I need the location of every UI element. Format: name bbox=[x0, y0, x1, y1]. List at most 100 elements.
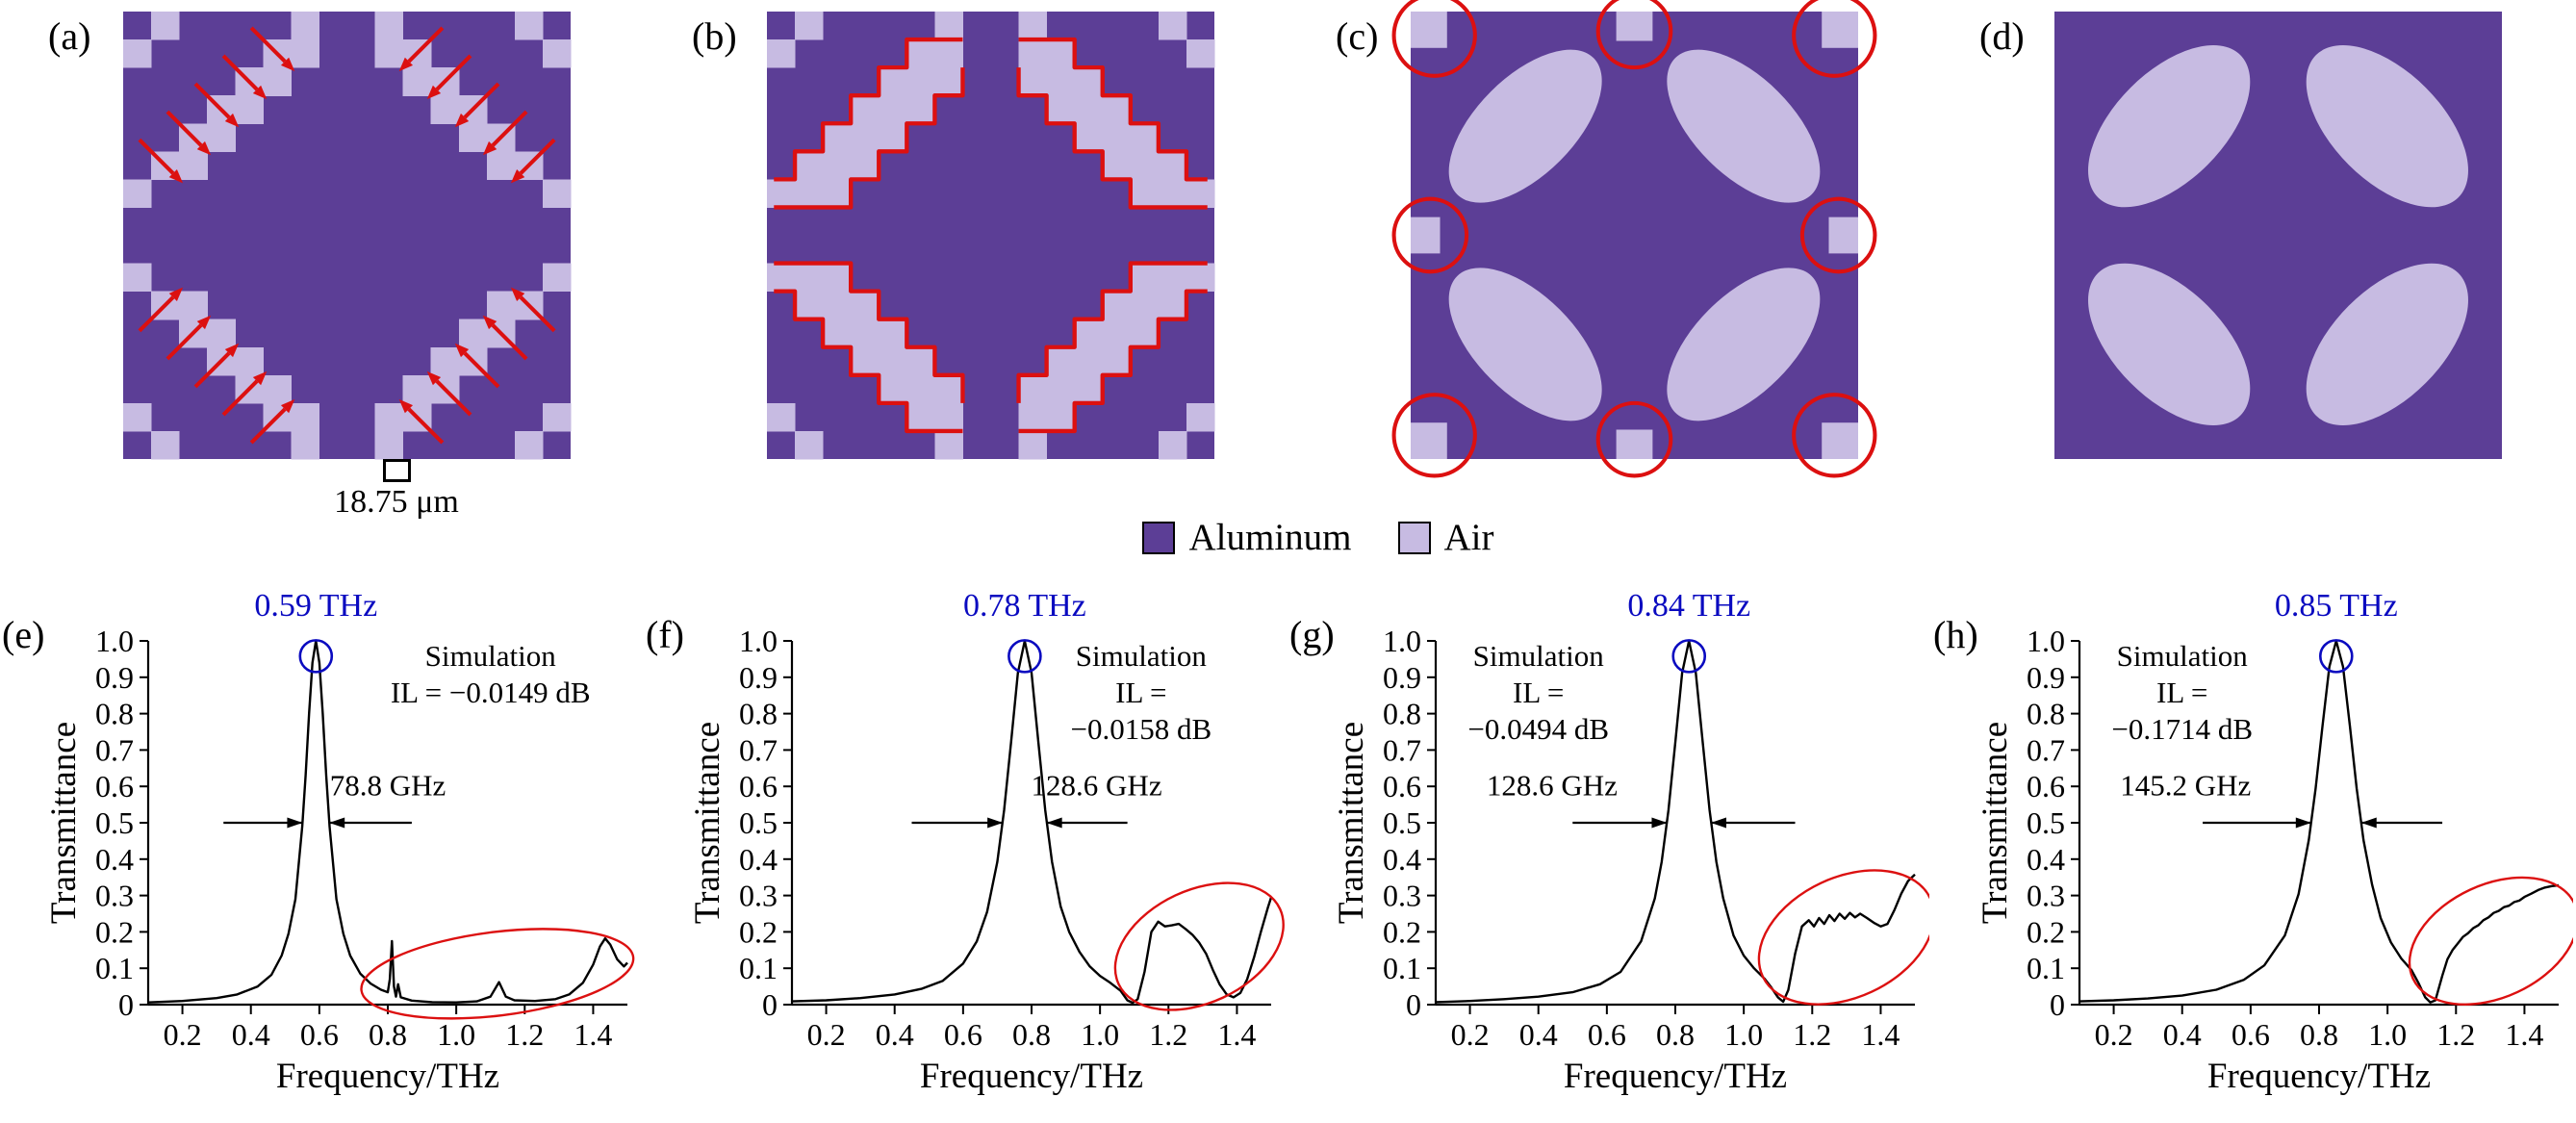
pixel-scale-marker bbox=[383, 459, 411, 482]
svg-text:0.7: 0.7 bbox=[1383, 732, 1421, 767]
svg-text:IL = −0.0149 dB: IL = −0.0149 dB bbox=[391, 676, 591, 709]
svg-text:0.8: 0.8 bbox=[2027, 697, 2065, 731]
svg-text:0.2: 0.2 bbox=[1383, 914, 1421, 949]
svg-text:0.1: 0.1 bbox=[739, 951, 778, 985]
svg-text:0.9: 0.9 bbox=[2027, 660, 2065, 695]
svg-text:0.8: 0.8 bbox=[95, 697, 134, 731]
svg-text:1.4: 1.4 bbox=[1217, 1017, 1256, 1052]
svg-text:−0.0158 dB: −0.0158 dB bbox=[1070, 712, 1211, 746]
svg-text:1.2: 1.2 bbox=[1149, 1017, 1187, 1052]
panel-letter-f: (f) bbox=[646, 613, 684, 656]
svg-text:0.6: 0.6 bbox=[95, 769, 134, 804]
svg-text:1.0: 1.0 bbox=[2368, 1017, 2407, 1052]
svg-text:1.0: 1.0 bbox=[437, 1017, 475, 1052]
panel-letter-c: (c) bbox=[1336, 14, 1379, 58]
svg-text:0.2: 0.2 bbox=[1451, 1017, 1490, 1052]
svg-text:0.4: 0.4 bbox=[1519, 1017, 1558, 1052]
svg-text:0.9: 0.9 bbox=[95, 660, 134, 695]
svg-text:Simulation: Simulation bbox=[425, 639, 557, 673]
unit-cell-a bbox=[123, 12, 572, 460]
svg-text:Frequency/THz: Frequency/THz bbox=[2207, 1057, 2431, 1096]
svg-text:0.4: 0.4 bbox=[876, 1017, 914, 1052]
panel-letter-g: (g) bbox=[1289, 613, 1335, 656]
svg-text:0.6: 0.6 bbox=[1383, 769, 1421, 804]
svg-text:Transmittance: Transmittance bbox=[694, 722, 727, 924]
chart-panel-e: (e) 0.2 0.4 0.6 0.8 1.0 1.2 1.4 0 0.1 0.2 0.3 0.4 0.… bbox=[0, 577, 644, 1116]
svg-text:0.6: 0.6 bbox=[300, 1017, 339, 1052]
svg-text:Transmittance: Transmittance bbox=[1981, 722, 2015, 924]
panel-letter-e: (e) bbox=[2, 613, 45, 656]
svg-text:1.4: 1.4 bbox=[1861, 1017, 1900, 1052]
chart-panel-g: (g) 0.2 0.4 0.6 0.8 1.0 1.2 1.4 0 0.1 0.2 0.3 0.4 0.… bbox=[1288, 577, 1931, 1116]
svg-text:1.2: 1.2 bbox=[2436, 1017, 2475, 1052]
aluminum-legend-label: Aluminum bbox=[1188, 517, 1352, 558]
svg-text:0.9: 0.9 bbox=[1383, 660, 1421, 695]
svg-text:128.6 GHz: 128.6 GHz bbox=[1032, 769, 1162, 803]
svg-text:128.6 GHz: 128.6 GHz bbox=[1487, 769, 1618, 803]
svg-text:0.4: 0.4 bbox=[739, 842, 778, 877]
svg-text:1.0: 1.0 bbox=[95, 624, 134, 658]
air-color-swatch bbox=[1397, 521, 1431, 554]
svg-text:Frequency/THz: Frequency/THz bbox=[276, 1057, 499, 1096]
svg-text:Transmittance: Transmittance bbox=[50, 722, 84, 924]
svg-text:IL =: IL = bbox=[1513, 676, 1564, 709]
panel-letter-d: (d) bbox=[1979, 14, 2025, 58]
svg-text:0.9: 0.9 bbox=[739, 660, 778, 695]
svg-text:1.4: 1.4 bbox=[2505, 1017, 2543, 1052]
svg-text:0.4: 0.4 bbox=[2027, 842, 2065, 877]
svg-text:Simulation: Simulation bbox=[1076, 639, 1208, 673]
svg-text:0: 0 bbox=[118, 987, 134, 1022]
svg-text:0.2: 0.2 bbox=[2095, 1017, 2133, 1052]
svg-text:0.78 THz: 0.78 THz bbox=[963, 588, 1086, 624]
pixel-scale-label: 18.75 μm bbox=[334, 484, 459, 520]
svg-text:0.2: 0.2 bbox=[95, 914, 134, 949]
unit-cell-b bbox=[767, 12, 1215, 460]
svg-text:0: 0 bbox=[2050, 987, 2065, 1022]
svg-text:0.5: 0.5 bbox=[95, 805, 134, 840]
svg-text:0.1: 0.1 bbox=[2027, 951, 2065, 985]
panel-letter-h: (h) bbox=[1933, 613, 1978, 656]
transmittance-chart-h: 0.2 0.4 0.6 0.8 1.0 1.2 1.400.10.20.30.40.50.6… bbox=[1981, 588, 2573, 1096]
svg-text:0.2: 0.2 bbox=[739, 914, 778, 949]
svg-text:0.3: 0.3 bbox=[739, 879, 778, 913]
svg-text:0.3: 0.3 bbox=[1383, 879, 1421, 913]
svg-text:−0.0494 dB: −0.0494 dB bbox=[1467, 712, 1609, 746]
svg-text:1.0: 1.0 bbox=[1724, 1017, 1763, 1052]
svg-text:145.2 GHz: 145.2 GHz bbox=[2120, 769, 2251, 803]
svg-text:0.1: 0.1 bbox=[1383, 951, 1421, 985]
svg-text:0.4: 0.4 bbox=[2163, 1017, 2202, 1052]
svg-text:0.7: 0.7 bbox=[2027, 732, 2065, 767]
svg-text:0.2: 0.2 bbox=[807, 1017, 846, 1052]
svg-text:1.0: 1.0 bbox=[1383, 624, 1421, 658]
panel-letter-a: (a) bbox=[48, 14, 91, 58]
panel-letter-b: (b) bbox=[692, 14, 737, 58]
svg-text:0: 0 bbox=[762, 987, 778, 1022]
svg-text:0.5: 0.5 bbox=[739, 805, 778, 840]
svg-text:0.5: 0.5 bbox=[2027, 805, 2065, 840]
svg-text:0.2: 0.2 bbox=[164, 1017, 202, 1052]
svg-text:0.84 THz: 0.84 THz bbox=[1627, 588, 1750, 624]
svg-text:1.0: 1.0 bbox=[1081, 1017, 1119, 1052]
svg-text:0.7: 0.7 bbox=[739, 732, 778, 767]
transmittance-chart-g: 0.2 0.4 0.6 0.8 1.0 1.2 1.400.10.20.30.40.50.6… bbox=[1338, 588, 1929, 1096]
svg-text:0.8: 0.8 bbox=[1012, 1017, 1051, 1052]
svg-text:0.3: 0.3 bbox=[95, 879, 134, 913]
svg-text:0.8: 0.8 bbox=[369, 1017, 407, 1052]
svg-text:0.8: 0.8 bbox=[739, 697, 778, 731]
svg-text:Frequency/THz: Frequency/THz bbox=[1564, 1057, 1787, 1096]
svg-text:0.4: 0.4 bbox=[232, 1017, 270, 1052]
svg-text:0.6: 0.6 bbox=[2232, 1017, 2270, 1052]
svg-text:1.2: 1.2 bbox=[1793, 1017, 1831, 1052]
svg-text:0.1: 0.1 bbox=[95, 951, 134, 985]
unit-cell-d bbox=[2054, 12, 2502, 459]
svg-text:0.5: 0.5 bbox=[1383, 805, 1421, 840]
svg-text:Simulation: Simulation bbox=[1473, 639, 1605, 673]
svg-text:0.59 THz: 0.59 THz bbox=[254, 588, 377, 624]
svg-text:Transmittance: Transmittance bbox=[1338, 722, 1371, 924]
svg-text:0.8: 0.8 bbox=[2300, 1017, 2338, 1052]
svg-text:1.2: 1.2 bbox=[505, 1017, 544, 1052]
svg-text:Simulation: Simulation bbox=[2117, 639, 2249, 673]
svg-text:0.7: 0.7 bbox=[95, 732, 134, 767]
material-legend: Aluminum Air bbox=[982, 516, 1655, 559]
svg-text:0.8: 0.8 bbox=[1383, 697, 1421, 731]
